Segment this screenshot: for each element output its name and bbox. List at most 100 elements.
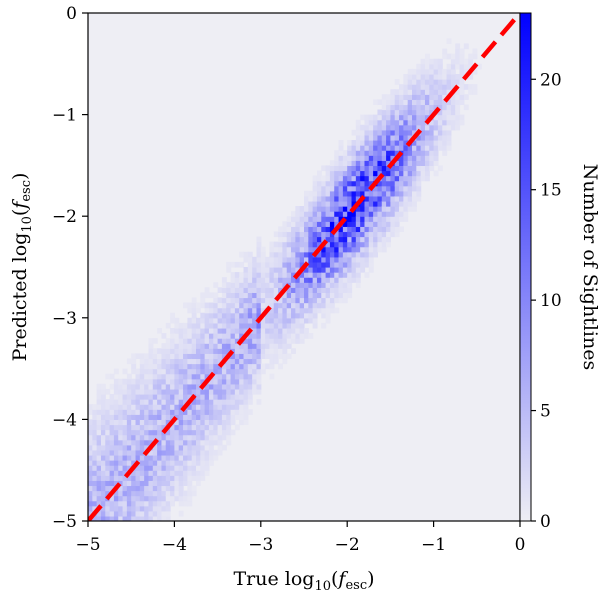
- heatmap-cell: [278, 338, 283, 344]
- heatmap-cell: [299, 297, 305, 304]
- heatmap-cell: [260, 282, 266, 288]
- heatmap-cell: [144, 409, 150, 415]
- heatmap-cell: [187, 378, 193, 385]
- heatmap-cell: [412, 160, 417, 166]
- heatmap-cell: [260, 246, 266, 253]
- heatmap-cell: [200, 327, 206, 334]
- heatmap-cell: [230, 292, 236, 299]
- heatmap-cell: [342, 272, 348, 278]
- heatmap-cell: [113, 388, 119, 395]
- heatmap-cell: [373, 170, 379, 177]
- heatmap-cell: [183, 465, 188, 471]
- heatmap-cell: [243, 297, 249, 304]
- heatmap-cell: [364, 251, 370, 258]
- heatmap-cell: [355, 241, 361, 248]
- heatmap-cell: [278, 256, 283, 263]
- heatmap-cell: [338, 277, 344, 283]
- heatmap-cell: [399, 160, 404, 166]
- heatmap-cell: [299, 226, 305, 233]
- heatmap-cell: [213, 409, 219, 415]
- heatmap-cell: [338, 216, 344, 222]
- heatmap-cell: [278, 231, 283, 238]
- heatmap-cell: [109, 414, 115, 420]
- heatmap-cell: [321, 277, 327, 283]
- heatmap-cell: [403, 84, 409, 90]
- heatmap-cell: [308, 256, 314, 263]
- heatmap-cell: [118, 500, 124, 507]
- heatmap-cell: [420, 119, 426, 126]
- heatmap-cell: [165, 434, 171, 441]
- heatmap-cell: [178, 424, 184, 431]
- heatmap-cell: [278, 241, 283, 248]
- heatmap-cell: [135, 510, 141, 517]
- heatmap-cell: [351, 236, 357, 243]
- heatmap-cell: [221, 292, 227, 299]
- heatmap-cell: [273, 307, 279, 314]
- heatmap-cell: [148, 439, 154, 446]
- heatmap-cell: [256, 353, 262, 360]
- heatmap-cell: [243, 292, 249, 299]
- heatmap-cell: [152, 338, 158, 344]
- heatmap-cell: [407, 129, 413, 136]
- heatmap-cell: [407, 155, 413, 161]
- heatmap-cell: [113, 505, 119, 512]
- heatmap-cell: [412, 180, 417, 187]
- heatmap-cell: [407, 89, 413, 95]
- heatmap-cell: [403, 185, 409, 192]
- heatmap-cell: [360, 190, 366, 197]
- heatmap-cell: [157, 505, 163, 512]
- heatmap-cell: [165, 378, 171, 385]
- heatmap-cell: [286, 333, 292, 339]
- heatmap-cell: [252, 261, 258, 268]
- heatmap-cell: [234, 282, 240, 288]
- heatmap-cell: [347, 160, 353, 166]
- heatmap-cell: [351, 256, 357, 263]
- heatmap-cell: [230, 322, 236, 329]
- heatmap-cell: [386, 170, 391, 177]
- heatmap-cell: [135, 495, 141, 502]
- heatmap-cell: [334, 185, 340, 192]
- heatmap-cell: [144, 363, 150, 370]
- heatmap-cell: [325, 241, 331, 248]
- heatmap-cell: [208, 460, 214, 466]
- heatmap-cell: [286, 267, 292, 273]
- heatmap-cell: [131, 383, 137, 390]
- heatmap-cell: [217, 287, 223, 293]
- heatmap-cell: [157, 388, 163, 395]
- heatmap-cell: [437, 99, 443, 106]
- heatmap-cell: [399, 175, 404, 182]
- heatmap-cell: [174, 429, 180, 436]
- heatmap-cell: [118, 424, 124, 431]
- heatmap-cell: [144, 505, 150, 512]
- heatmap-cell: [463, 94, 469, 100]
- heatmap-cell: [437, 124, 443, 131]
- heatmap-cell: [96, 439, 102, 446]
- heatmap-cell: [347, 140, 353, 146]
- heatmap-cell: [170, 475, 175, 481]
- heatmap-cell: [135, 434, 141, 441]
- heatmap-cell: [355, 231, 361, 238]
- heatmap-cell: [433, 94, 439, 100]
- heatmap-cell: [196, 404, 201, 410]
- heatmap-cell: [161, 394, 167, 400]
- heatmap-cell: [148, 394, 154, 400]
- heatmap-cell: [221, 378, 227, 385]
- heatmap-cell: [165, 515, 171, 521]
- heatmap-cell: [446, 114, 452, 121]
- heatmap-cell: [100, 383, 106, 390]
- heatmap-cell: [394, 99, 400, 106]
- heatmap-cell: [278, 277, 283, 283]
- heatmap-cell: [217, 399, 223, 405]
- heatmap-cell: [131, 470, 137, 476]
- heatmap-cell: [265, 333, 271, 339]
- heatmap-cell: [386, 155, 391, 161]
- heatmap-cell: [230, 363, 236, 370]
- heatmap-cell: [286, 246, 292, 253]
- heatmap-cell: [96, 475, 102, 481]
- heatmap-cell: [239, 307, 245, 314]
- heatmap-cell: [131, 510, 137, 517]
- heatmap-cell: [407, 68, 413, 75]
- heatmap-cell: [273, 322, 279, 329]
- heatmap-cell: [92, 424, 98, 431]
- heatmap-cell: [213, 307, 219, 314]
